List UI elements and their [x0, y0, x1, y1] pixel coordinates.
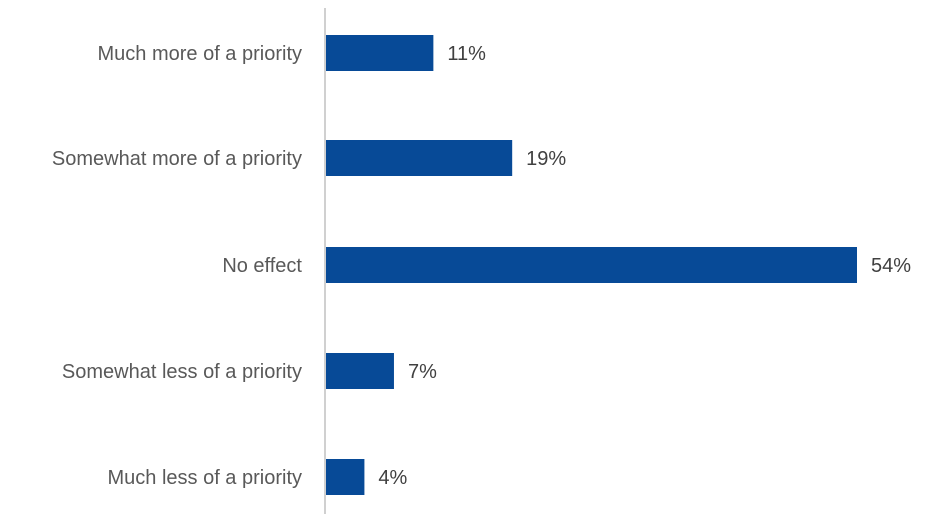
data-label: 11%: [447, 43, 486, 65]
category-label: Much more of a priority: [97, 43, 302, 65]
data-label: 19%: [526, 148, 566, 170]
data-label: 4%: [378, 467, 407, 489]
category-label: No effect: [222, 255, 302, 277]
category-label: Somewhat more of a priority: [52, 148, 302, 170]
bar-1: [325, 140, 513, 176]
data-label: 54%: [871, 255, 911, 277]
bar-3: [325, 353, 394, 389]
bar-2: [325, 247, 857, 283]
bar-0: [325, 35, 434, 71]
data-labels: 11% 19% 54% 7% 4%: [378, 43, 911, 489]
bars-layer: [325, 35, 857, 495]
category-labels: Much more of a priority Somewhat more of …: [52, 43, 303, 489]
category-label: Much less of a priority: [107, 467, 302, 489]
category-label: Somewhat less of a priority: [62, 361, 302, 383]
data-label: 7%: [408, 361, 437, 383]
bar-4: [325, 459, 365, 495]
